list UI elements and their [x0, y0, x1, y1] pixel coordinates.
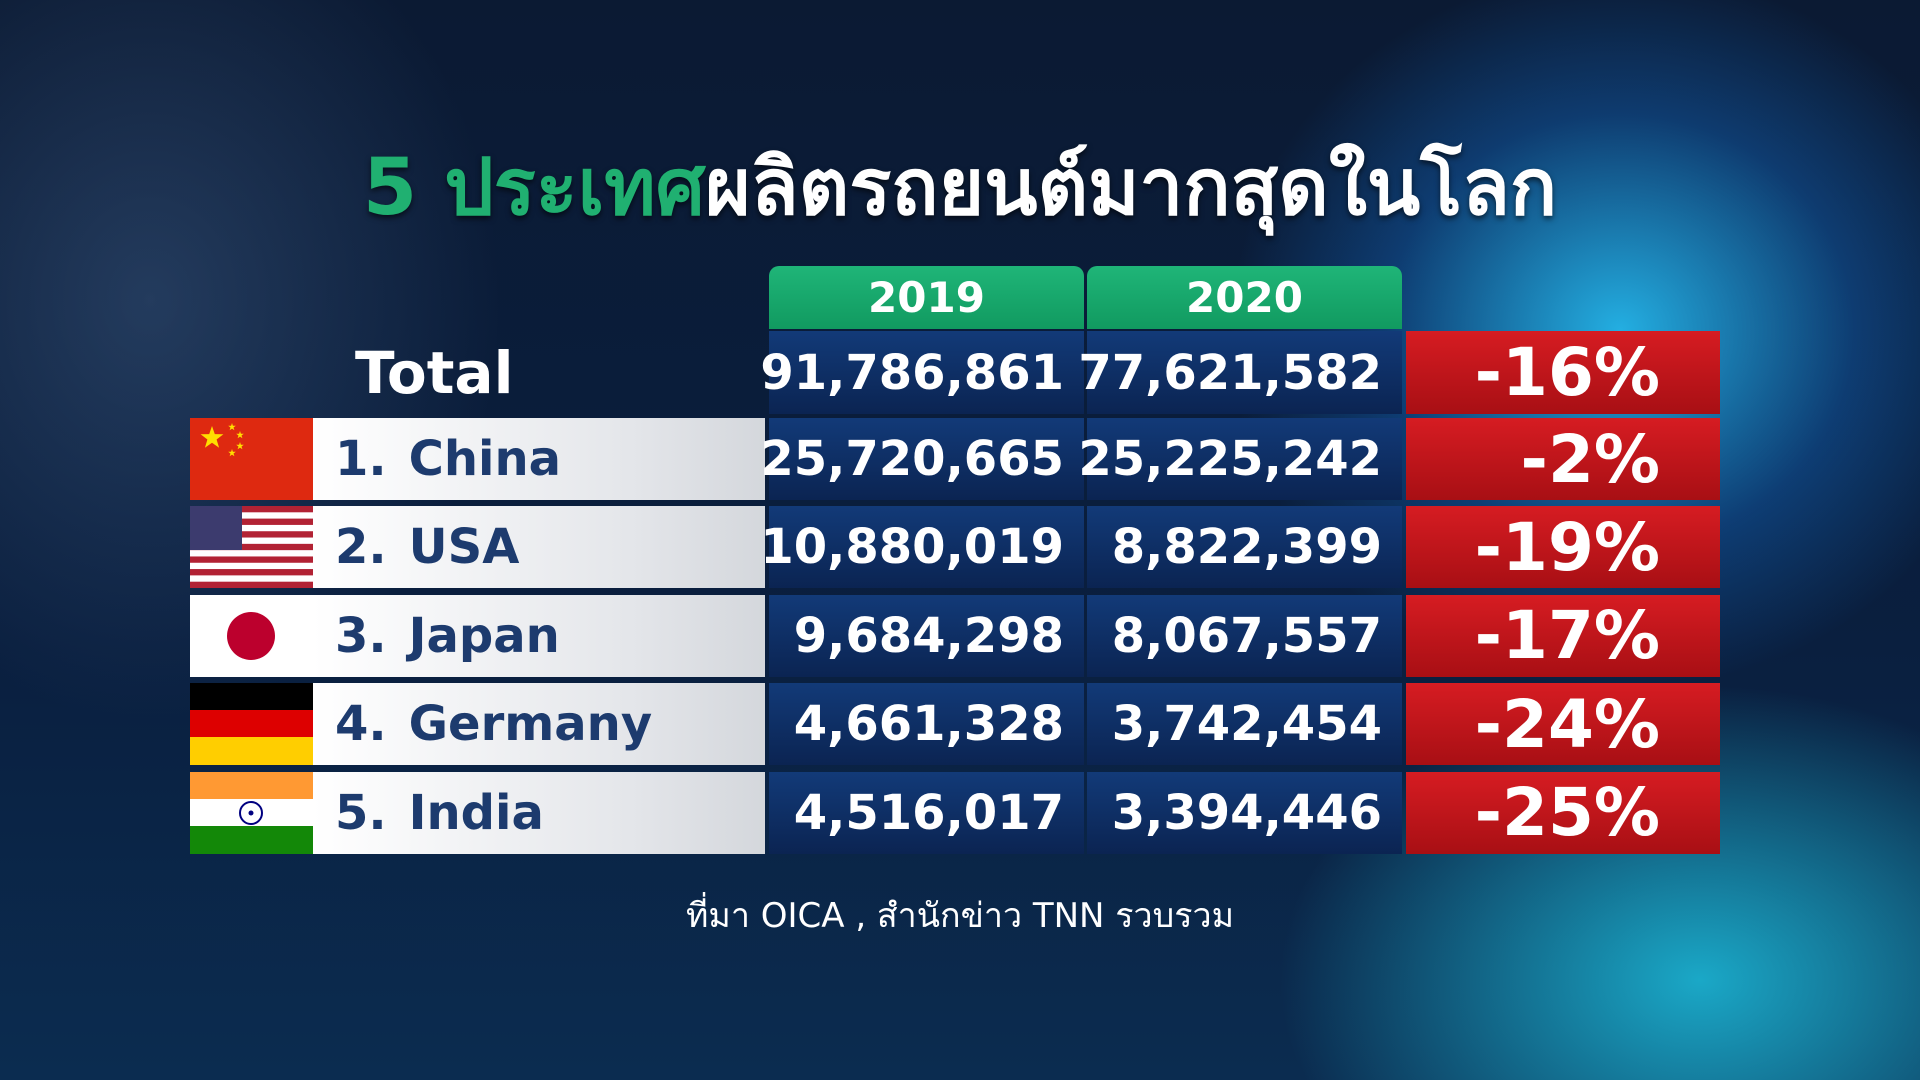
cell-change: -24%: [1406, 683, 1720, 766]
cell-value: 4,661,328: [769, 683, 1084, 766]
source: ที่มา OICA , สำนักข่าว TNN รวบรวม: [686, 896, 1234, 936]
country: China: [408, 431, 562, 487]
cell-value: 25,225,242: [1078, 418, 1402, 500]
rank: 3.: [335, 607, 387, 664]
column-header: 2020: [1087, 266, 1402, 329]
cell-value: 3,742,454: [1087, 683, 1402, 766]
flag-art: [190, 506, 313, 589]
flag: [190, 594, 313, 677]
flag: [190, 683, 313, 766]
country: USA: [408, 519, 520, 576]
cell-value: 8,822,399: [1087, 506, 1402, 589]
country: India: [408, 784, 544, 841]
cell-change: -25%: [1406, 771, 1720, 854]
flag: [190, 506, 313, 589]
row-label: 3. Japan: [313, 594, 765, 677]
flag-art: [190, 594, 313, 677]
total-change: -16%: [1406, 331, 1720, 414]
flag-art: [190, 683, 313, 766]
cell-value: 25,720,665: [760, 418, 1084, 500]
cell-change: -17%: [1406, 594, 1720, 677]
cell-value: 9,684,298: [769, 594, 1084, 677]
flag: [190, 418, 313, 500]
flag-art: [190, 418, 313, 500]
row-label: 4. Germany: [313, 683, 765, 766]
total-label: Total: [355, 338, 514, 407]
country: Japan: [408, 607, 560, 664]
cell-change: -19%: [1406, 506, 1720, 589]
title: 5 ประเทศผลิตรถยนต์มากสุดในโลก: [0, 125, 1920, 249]
title-rest: ผลิตรถยนต์มากสุดในโลก: [705, 143, 1558, 233]
flag-art: [190, 771, 313, 854]
cell-value: 10,880,019: [760, 506, 1084, 589]
row-label: 1. China: [313, 418, 765, 500]
rank: 1.: [335, 431, 387, 487]
title-lead: 5 ประเทศ: [362, 143, 706, 233]
rank: 5.: [335, 784, 387, 841]
total-value: 91,786,861: [760, 331, 1084, 414]
flag: [190, 771, 313, 854]
cell-value: 8,067,557: [1087, 594, 1402, 677]
total-value: 77,621,582: [1078, 331, 1402, 414]
cell-change: -2%: [1406, 418, 1720, 500]
country: Germany: [408, 696, 653, 753]
row-label: 5. India: [313, 771, 765, 854]
column-header: 2019: [769, 266, 1084, 329]
rank: 2.: [335, 519, 387, 576]
row-label: 2. USA: [313, 506, 765, 589]
cell-value: 4,516,017: [769, 771, 1084, 854]
rank: 4.: [335, 696, 387, 753]
cell-value: 3,394,446: [1087, 771, 1402, 854]
